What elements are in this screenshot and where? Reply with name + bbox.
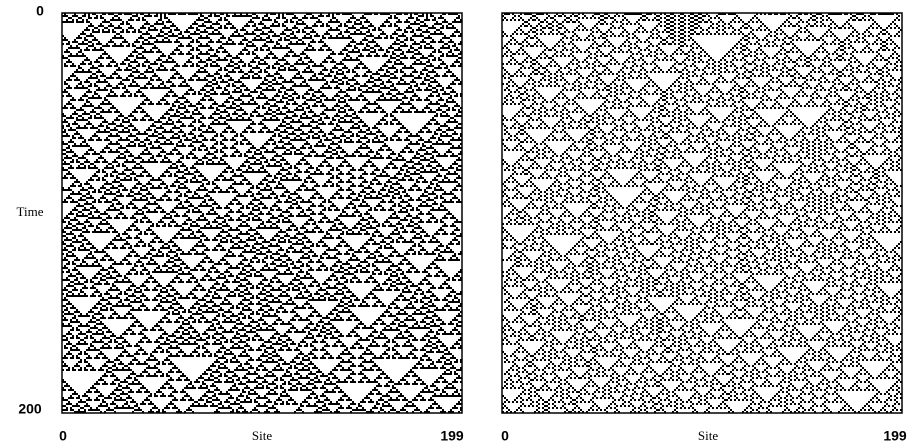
left-panel bbox=[61, 12, 463, 414]
x-start-label: 0 bbox=[59, 428, 67, 444]
ca-pattern bbox=[62, 13, 462, 413]
x-axis-title: Site bbox=[252, 428, 272, 443]
ca-pattern bbox=[502, 13, 902, 413]
x-start-label: 0 bbox=[501, 428, 509, 444]
x-axis-title: Site bbox=[698, 428, 718, 443]
right-panel bbox=[501, 12, 903, 414]
y-end-label: 200 bbox=[18, 401, 42, 417]
y-axis-title: Time bbox=[17, 204, 44, 219]
x-end-label: 199 bbox=[440, 428, 464, 444]
y-start-label: 0 bbox=[36, 3, 44, 19]
x-end-label: 199 bbox=[883, 428, 907, 444]
